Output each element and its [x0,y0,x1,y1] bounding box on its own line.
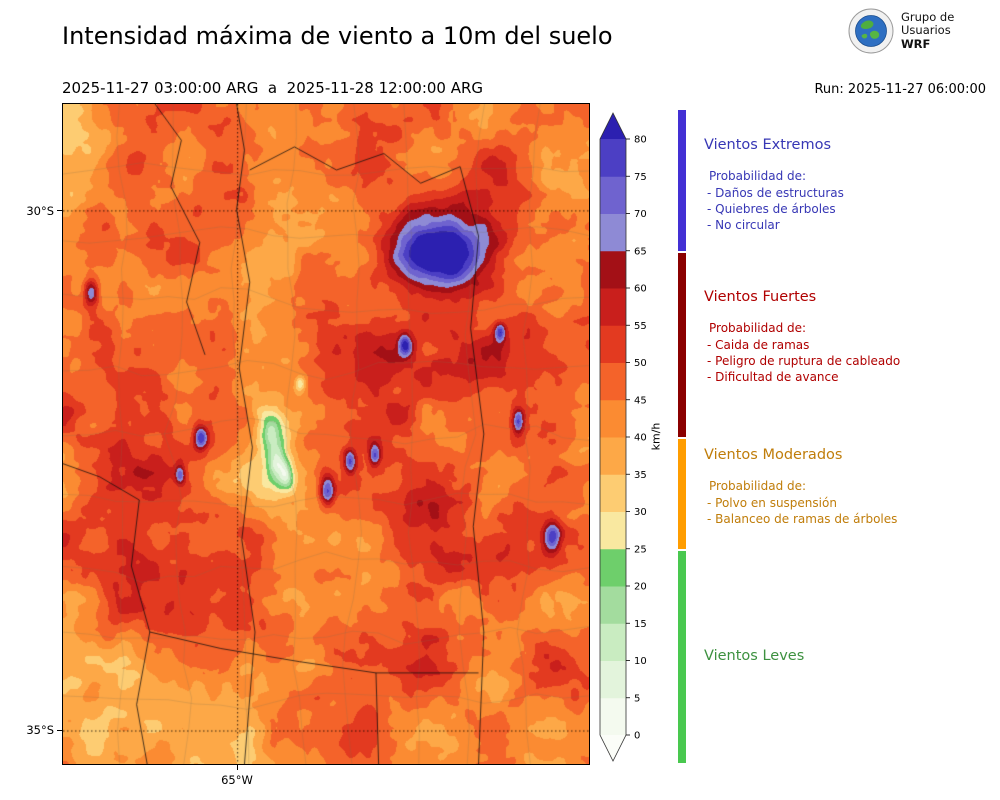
legend-item: - Peligro de ruptura de cableado [707,354,901,368]
legend-category-leves: Vientos Leves [704,648,996,680]
colorbar-segment [600,586,626,624]
logo-text-line1: Grupo de [901,9,955,24]
legend-item: - No circular [707,218,780,232]
colorbar-segment [600,660,626,699]
page-title: Intensidad máxima de viento a 10m del su… [62,22,613,50]
colorbar-segment [600,288,626,326]
wrf-logo: Grupo de Usuarios WRF [848,8,954,54]
colorbar-tick-label: 45 [634,395,647,406]
lat-label-30s: 30°S [26,204,54,218]
colorbar-tick-label: 80 [634,135,647,146]
colorbar-tick-label: 35 [634,470,647,481]
legend-item: - Daños de estructuras [707,186,844,200]
colorbar-tick-label: 40 [634,433,647,444]
lon-label-65w: 65°W [221,773,253,787]
colorbar-tick-label: 75 [634,172,647,183]
colorbar-tick-label: 10 [634,656,647,667]
legend-probability-label: Probabilidad de: [709,321,807,335]
colorbar-segment [600,697,626,736]
legend-category-title: Vientos Fuertes [704,289,817,305]
colorbar-tick-label: 5 [634,693,640,704]
legend-item: - Polvo en suspensión [707,496,837,510]
legend-item: - Caida de ramas [707,338,810,352]
logo-text: Grupo de Usuarios WRF [901,9,955,52]
legend-category-title: Vientos Extremos [704,137,832,153]
colorbar-segment [600,399,626,438]
legend-probability-label: Probabilidad de: [709,479,807,493]
colorbar-tick-label: 25 [634,544,647,555]
colorbar-segment [600,139,626,177]
colorbar-tick-label: 15 [634,619,647,630]
colorbar-tick-label: 55 [634,321,647,332]
colorbar-tick-label: 50 [634,358,647,369]
legend-category-extremos: Vientos Extremos Probabilidad de: - Daño… [704,137,996,233]
colorbar-tick-label: 0 [634,731,640,742]
colorbar-segment [600,213,626,252]
lat-tick-30s [57,210,62,211]
colorbar-tick-label: 30 [634,507,647,518]
lat-label-35s: 35°S [26,723,54,737]
legend-item: - Balanceo de ramas de árboles [707,512,898,526]
globe-logo-icon [848,8,894,54]
colorbar-segment [600,548,626,587]
category-bar-0 [678,110,686,251]
colorbar-segment [600,176,626,214]
colorbar-segment [600,623,626,661]
category-bar-2 [678,439,686,549]
legend-probability-label: Probabilidad de: [709,169,807,183]
colorbar-segment [600,511,626,550]
legend-item: - Dificultad de avance [707,370,839,384]
legend-category-moderados: Vientos Moderados Probabilidad de: - Pol… [704,447,996,527]
lon-tick-65w [237,765,238,770]
colorbar-tick-label: 60 [634,284,647,295]
colorbar-under-arrow [600,735,626,761]
logo-text-line3: WRF [901,36,931,51]
legend-category-title: Vientos Leves [704,648,805,664]
legend-category-title: Vientos Moderados [704,447,843,463]
category-bar-3 [678,551,686,763]
logo-text-line2: Usuarios [901,23,951,38]
map-frame [62,103,590,765]
wind-intensity-map [63,104,589,764]
run-timestamp-label: Run: 2025-11-27 06:00:00 [814,82,986,97]
category-bar-1 [678,253,686,437]
legend-item: - Quiebres de árboles [707,202,836,216]
colorbar-segment [600,437,626,475]
colorbar-tick-label: 20 [634,582,647,593]
colorbar-tick-label: 65 [634,246,647,257]
colorbar-segment [600,250,626,289]
colorbar-unit-label: km/h [649,422,663,451]
valid-period-label: 2025-11-27 03:00:00 ARG a 2025-11-28 12:… [62,79,484,97]
colorbar-segment [600,474,626,512]
colorbar-tick-label: 70 [634,209,647,220]
colorbar-segment [600,325,626,363]
colorbar-over-arrow [600,113,626,139]
colorbar: 0 5 10 15 20 25 30 35 40 45 50 55 60 65 70 75 80 [599,112,647,762]
legend-category-fuertes: Vientos Fuertes Probabilidad de: - Caida… [704,289,996,385]
lat-tick-35s [57,730,62,731]
colorbar-segment [600,362,626,401]
